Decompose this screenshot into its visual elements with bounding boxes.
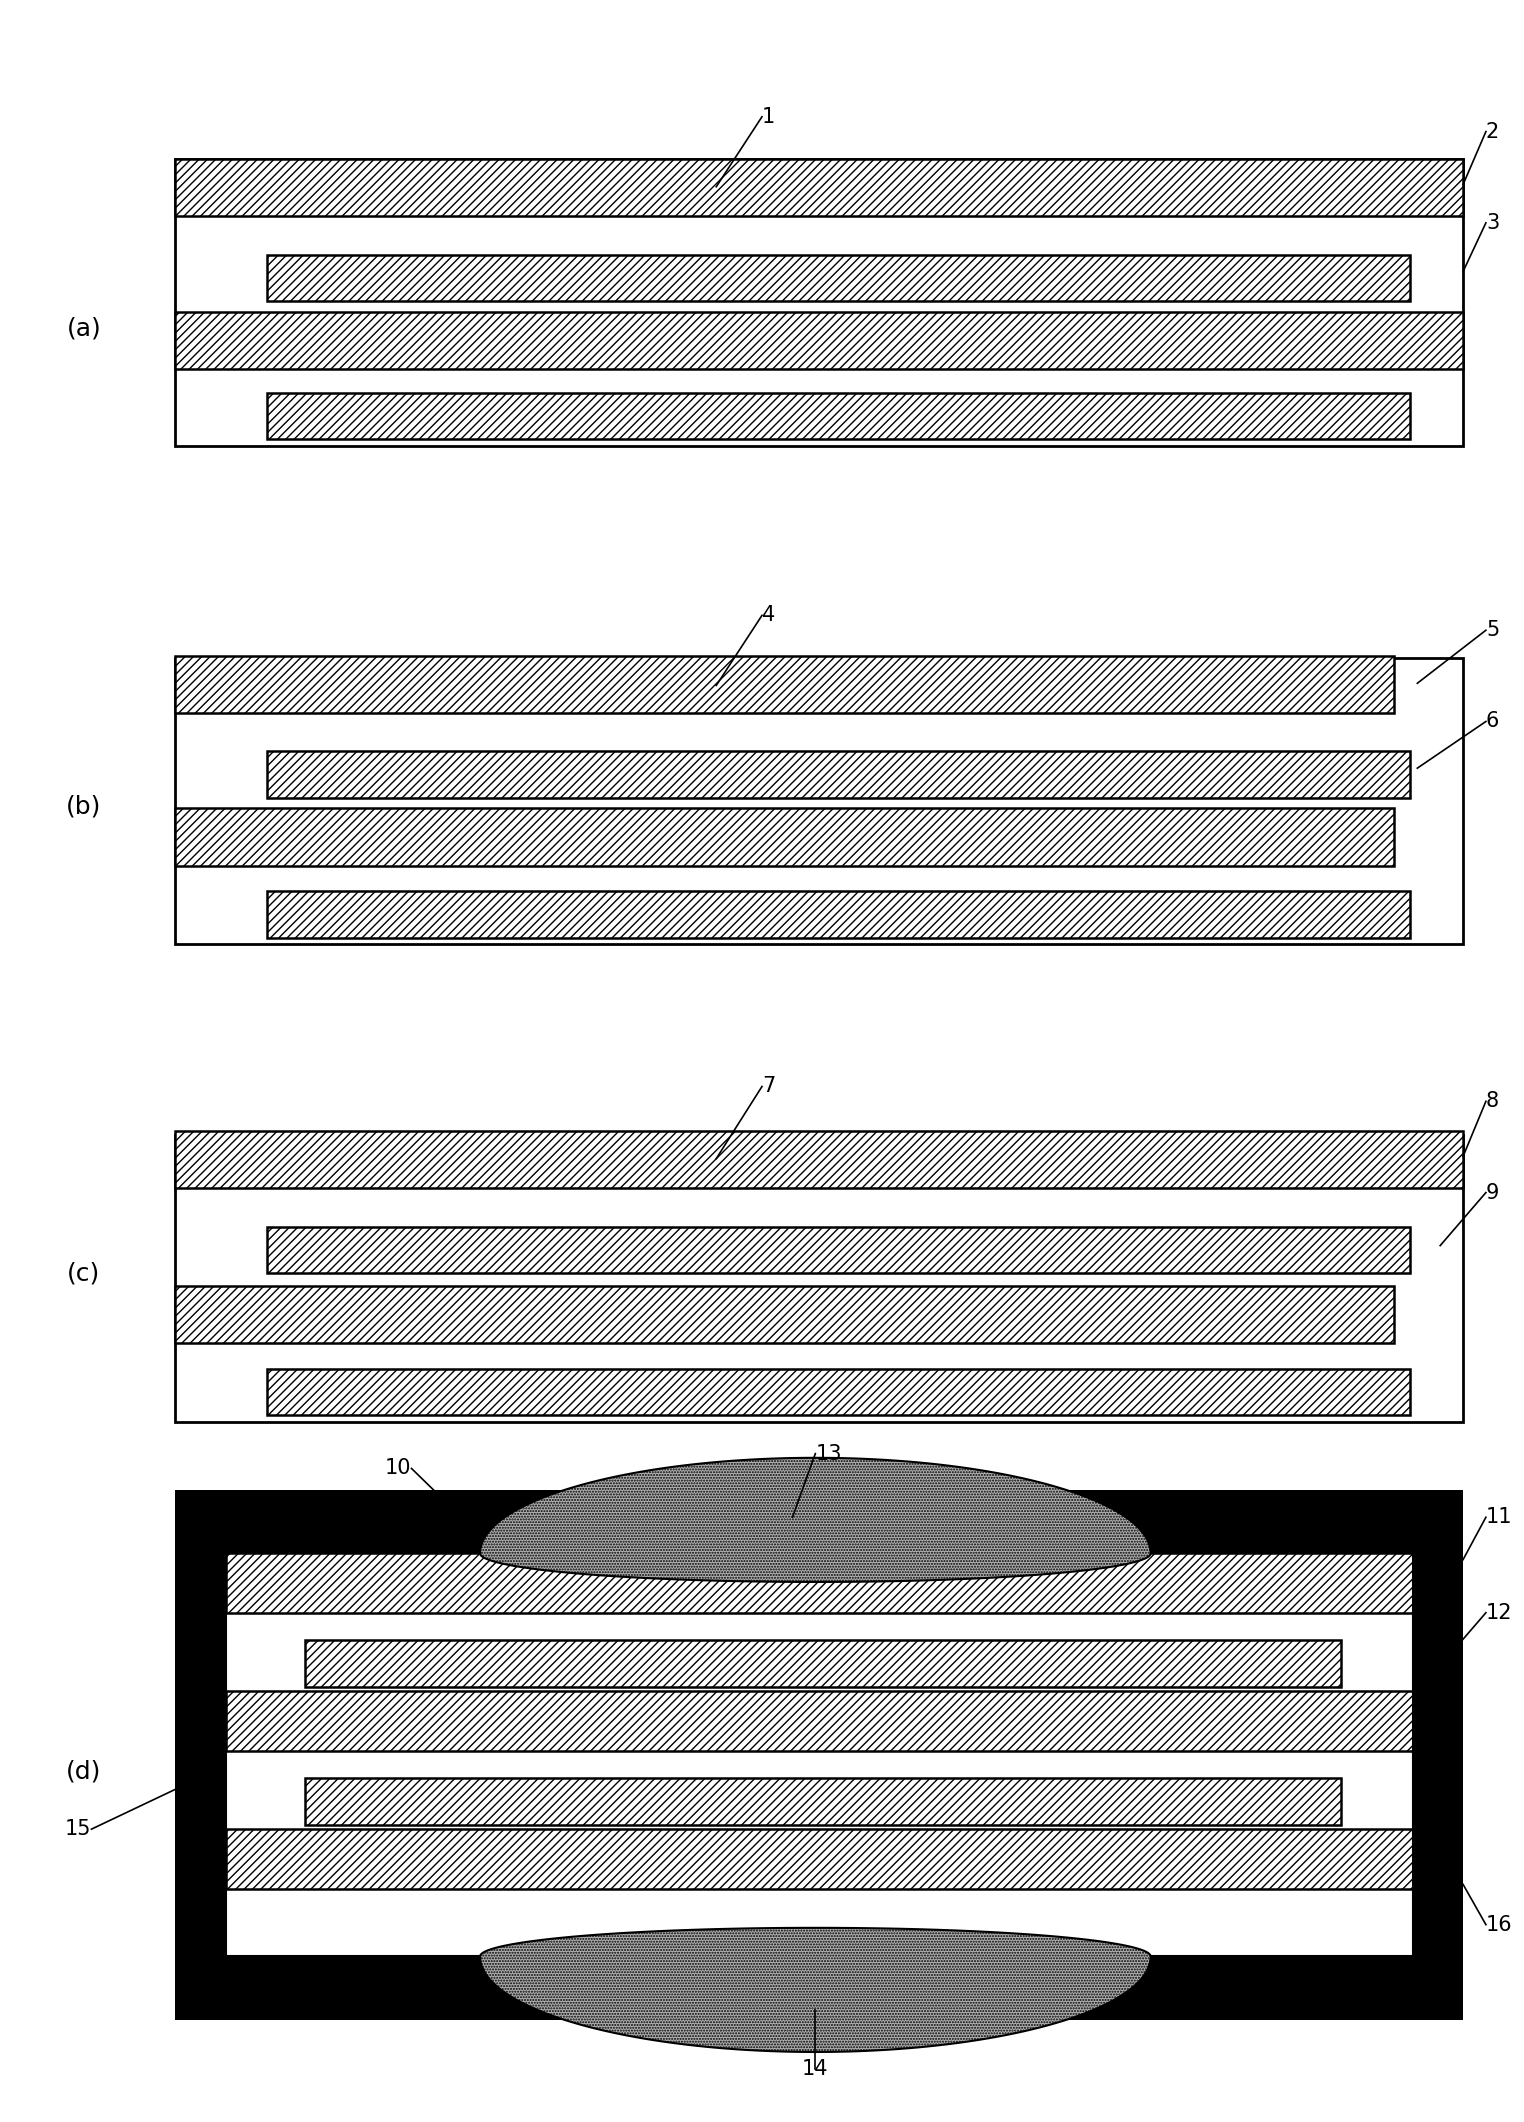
Bar — [267, 751, 1410, 798]
Bar — [175, 1286, 1394, 1343]
Bar — [305, 1778, 1341, 1825]
Bar — [226, 1553, 1413, 1956]
Bar — [175, 658, 1463, 944]
Bar — [305, 1640, 1341, 1687]
Bar — [175, 159, 1463, 446]
Text: (a): (a) — [67, 316, 101, 342]
Polygon shape — [480, 1929, 1151, 2052]
Text: 14: 14 — [802, 2058, 829, 2080]
Bar — [175, 159, 1463, 216]
Text: 8: 8 — [1486, 1091, 1500, 1112]
Text: 10: 10 — [386, 1458, 411, 1479]
Text: 15: 15 — [66, 1819, 91, 1840]
Bar — [226, 1553, 1413, 1956]
Bar — [226, 1829, 1413, 1889]
Text: 16: 16 — [1486, 1914, 1512, 1935]
Bar — [226, 1553, 1413, 1613]
Text: 7: 7 — [762, 1076, 776, 1097]
Text: 1: 1 — [762, 106, 776, 127]
Bar — [226, 1691, 1413, 1751]
Text: (b): (b) — [66, 794, 102, 819]
Text: (c): (c) — [67, 1260, 101, 1286]
Bar — [175, 1135, 1463, 1422]
Bar — [175, 1490, 1463, 2020]
Text: 11: 11 — [1486, 1507, 1512, 1528]
Text: 2: 2 — [1486, 121, 1500, 142]
Bar — [267, 891, 1410, 938]
Text: 5: 5 — [1486, 620, 1500, 641]
Bar — [175, 1131, 1463, 1188]
Text: (d): (d) — [66, 1759, 102, 1785]
Text: 3: 3 — [1486, 212, 1500, 233]
Bar — [175, 808, 1394, 866]
Text: 12: 12 — [1486, 1602, 1512, 1623]
Bar — [175, 312, 1463, 369]
Text: 9: 9 — [1486, 1182, 1500, 1203]
Text: 13: 13 — [815, 1443, 841, 1464]
Bar — [267, 1227, 1410, 1273]
Bar — [267, 1369, 1410, 1415]
Text: 4: 4 — [762, 605, 776, 626]
Bar — [175, 656, 1394, 713]
Bar — [267, 393, 1410, 439]
Text: 6: 6 — [1486, 711, 1500, 732]
Polygon shape — [480, 1458, 1151, 1581]
Bar — [267, 255, 1410, 301]
